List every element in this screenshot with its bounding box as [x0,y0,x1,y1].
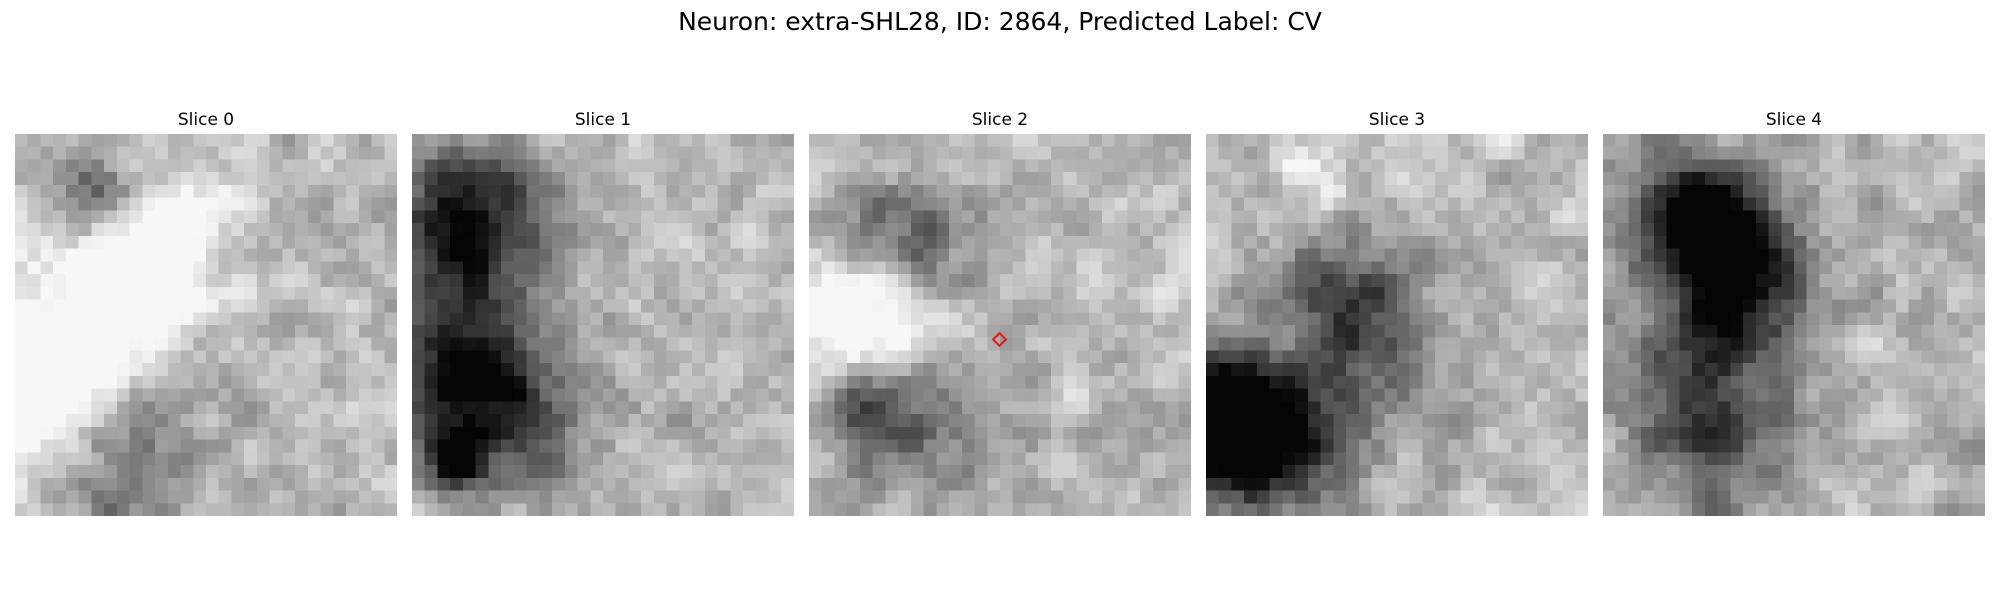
slice-image [412,134,794,516]
slice-title: Slice 4 [1765,110,1823,130]
slice-panel-0: Slice 0 [15,108,397,516]
slice-title: Slice 1 [574,110,632,130]
slice-image [1206,134,1588,516]
slice-title: Slice 3 [1368,110,1426,130]
slice-image [15,134,397,516]
slice-image [1603,134,1985,516]
figure-title: Neuron: extra-SHL28, ID: 2864, Predicted… [678,7,1322,36]
slice-title: Slice 0 [177,110,235,130]
slice-panel-1: Slice 1 [412,108,794,516]
slice-title: Slice 2 [971,110,1029,130]
slice-panel-3: Slice 3 [1206,108,1588,516]
slice-image [809,134,1191,516]
slice-panel-2: Slice 2 [809,108,1191,516]
slice-panel-4: Slice 4 [1603,108,1985,516]
